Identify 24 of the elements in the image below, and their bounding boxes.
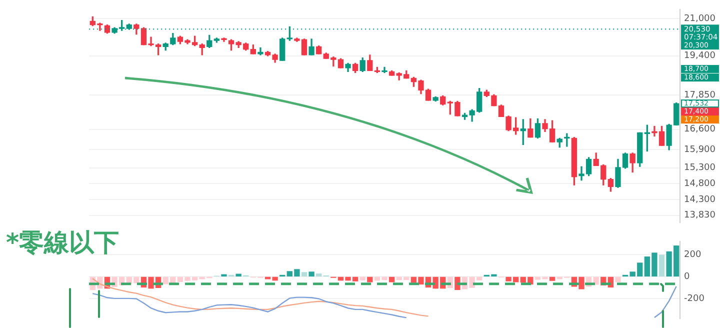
bar: [549, 276, 556, 281]
bar: [367, 276, 373, 282]
bar: [360, 276, 366, 280]
bar: [316, 273, 322, 277]
bar: [615, 276, 621, 282]
y-tick-label: 13,830: [684, 210, 716, 221]
y-tick-label: 14,300: [684, 194, 716, 205]
bar: [658, 254, 665, 277]
y-tick-label: 15,300: [684, 163, 716, 174]
y-tick-label: 14,800: [684, 178, 716, 189]
y-tick-label: 21,000: [684, 14, 716, 24]
y-tick-label: -200: [684, 294, 705, 304]
annotation: *零線以下: [6, 227, 120, 259]
bar: [236, 274, 242, 277]
bar: [388, 276, 395, 282]
y-tick-label: 19,400: [684, 51, 716, 62]
y-tick-label: 15,900: [684, 144, 716, 155]
y-tick-label: 16,600: [684, 124, 716, 135]
y-tick-label: 17,850: [684, 90, 716, 100]
y-tick-label: 200: [684, 250, 702, 260]
y-tick-label: 0: [684, 272, 690, 282]
bar: [221, 274, 227, 277]
bar: [301, 272, 308, 277]
bar: [308, 272, 314, 277]
